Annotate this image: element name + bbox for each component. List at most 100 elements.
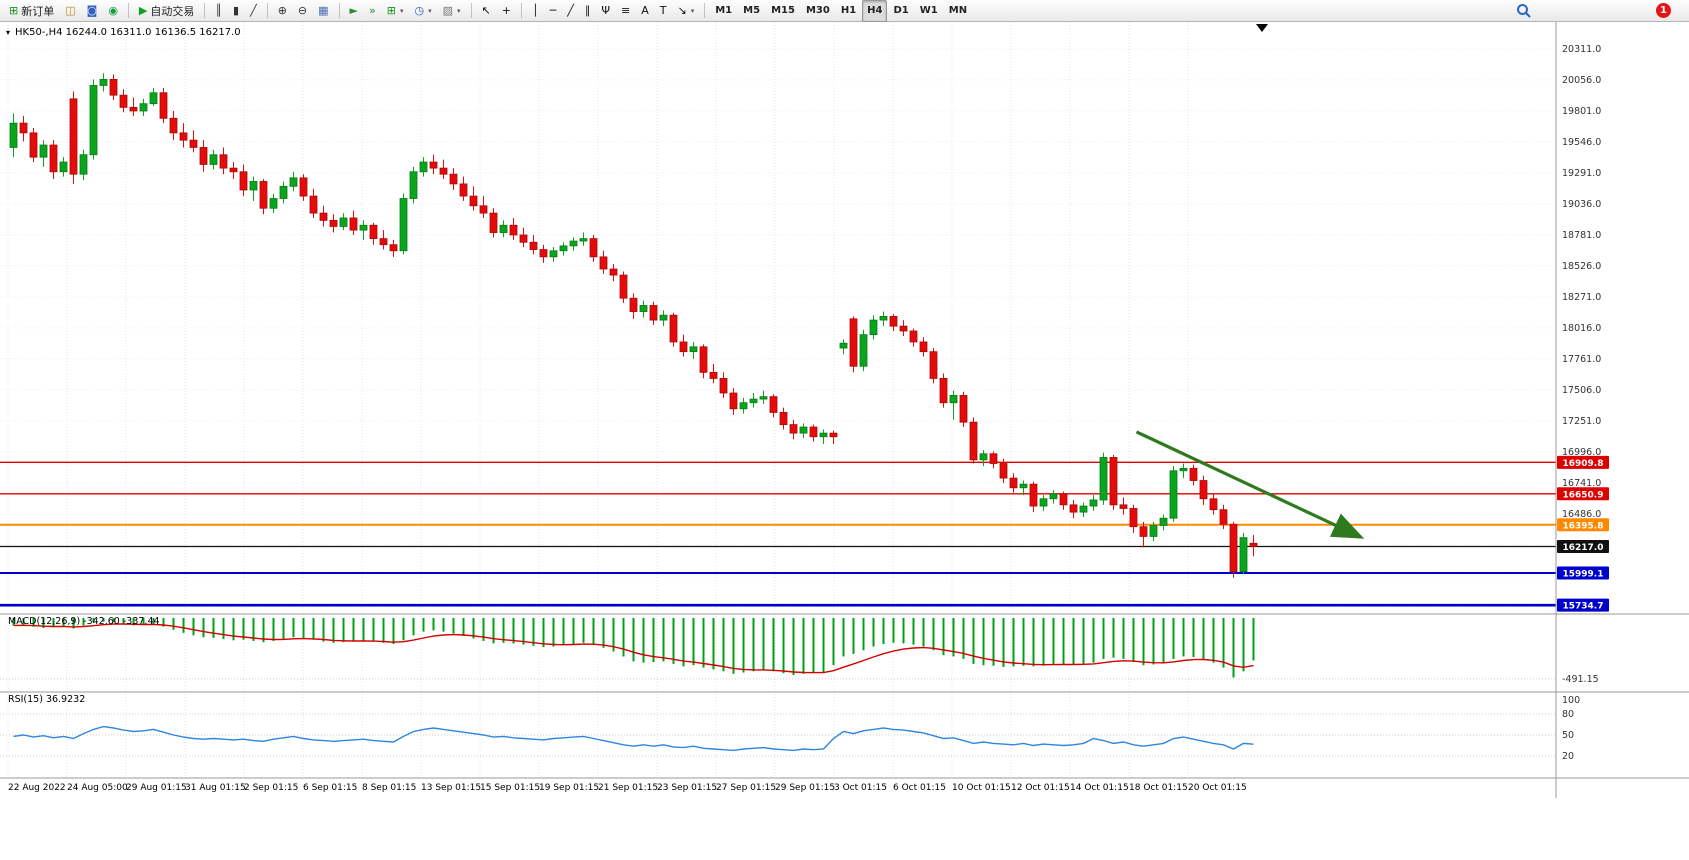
time-tick-label: 3 Oct 01:15 bbox=[834, 783, 887, 793]
price-tick-label: 17251.0 bbox=[1562, 416, 1601, 427]
macd-axis-label: -491.15 bbox=[1562, 674, 1599, 685]
price-tick-label: 19546.0 bbox=[1562, 137, 1601, 148]
price-axis[interactable]: 20311.0 20056.0 19801.0 19546.0 19291.0 19036… bbox=[1557, 44, 1609, 762]
line-chart-mode-icon: ╱ bbox=[250, 4, 257, 17]
cursor-icon: ↖ bbox=[481, 4, 491, 17]
time-tick-label: 29 Sep 01:15 bbox=[775, 783, 835, 793]
new-order-button[interactable]: ⊞ 新订单 bbox=[4, 0, 59, 22]
andrews-pitchfork-icon: Ψ bbox=[601, 4, 611, 17]
time-tick-label: 18 Oct 01:15 bbox=[1129, 783, 1188, 793]
timeframe-d1-label: D1 bbox=[893, 5, 909, 16]
macd-histogram bbox=[12, 618, 1255, 678]
zoom-in-icon[interactable]: ⊕ bbox=[273, 0, 292, 22]
time-tick-label: 31 Aug 01:15 bbox=[185, 783, 246, 793]
rsi-axis-label: 50 bbox=[1562, 730, 1574, 741]
community-icon: ◉ bbox=[108, 4, 118, 17]
text-icon[interactable]: A bbox=[636, 0, 654, 22]
macd-signal-line bbox=[13, 623, 1254, 674]
price-tick-label: 17761.0 bbox=[1562, 354, 1601, 365]
text-icon: A bbox=[641, 4, 649, 17]
timeframe-m1[interactable]: M1 bbox=[710, 0, 737, 22]
timeframe-m15[interactable]: M15 bbox=[766, 0, 800, 22]
toolbar-separator bbox=[704, 3, 706, 18]
new-chart-icon: ⊞ bbox=[386, 4, 396, 17]
auto-trading-button[interactable]: ▶ 自动交易 bbox=[134, 0, 199, 22]
timeframe-h4[interactable]: H4 bbox=[862, 0, 888, 22]
time-tick-label: 27 Sep 01:15 bbox=[716, 783, 776, 793]
dropdown-caret-icon: ▾ bbox=[399, 6, 404, 15]
profiles-icon: ◷ bbox=[414, 4, 425, 17]
price-badge-label: 16909.8 bbox=[1563, 459, 1604, 469]
crosshair-icon[interactable]: + bbox=[497, 0, 516, 22]
timeframe-m30-label: M30 bbox=[805, 5, 830, 16]
scroll-to-end-marker[interactable] bbox=[1256, 24, 1268, 32]
bar-chart-mode-icon[interactable]: ║ bbox=[210, 0, 227, 22]
templates-icon[interactable]: ▨ ▾ bbox=[438, 0, 466, 22]
chart-menu-icon[interactable]: ▾ bbox=[6, 28, 11, 37]
time-tick-label: 10 Oct 01:15 bbox=[952, 783, 1011, 793]
horizontal-line-icon[interactable]: ─ bbox=[545, 0, 562, 22]
zoom-out-icon[interactable]: ⊖ bbox=[293, 0, 312, 22]
profiles-icon[interactable]: ◷ ▾ bbox=[409, 0, 436, 22]
equidistant-channel-icon[interactable]: ∥ bbox=[580, 0, 596, 22]
chart-shift-icon: » bbox=[369, 4, 376, 17]
cursor-icon[interactable]: ↖ bbox=[477, 0, 496, 22]
timeframe-h1[interactable]: H1 bbox=[836, 0, 861, 22]
chart-window-icon: ◫ bbox=[65, 4, 76, 17]
trend-arrow[interactable] bbox=[1135, 430, 1365, 539]
new-chart-icon[interactable]: ⊞ ▾ bbox=[382, 0, 409, 22]
time-tick-label: 2 Sep 01:15 bbox=[244, 783, 298, 793]
timeframe-m5[interactable]: M5 bbox=[738, 0, 765, 22]
andrews-pitchfork-icon[interactable]: Ψ bbox=[596, 0, 615, 22]
notification-badge[interactable]: 1 bbox=[1656, 3, 1671, 18]
time-tick-label: 19 Sep 01:15 bbox=[539, 783, 599, 793]
chart-window-icon[interactable]: ◫ bbox=[60, 0, 80, 22]
tile-windows-icon: ▦ bbox=[318, 4, 329, 17]
line-chart-mode-icon[interactable]: ╱ bbox=[245, 0, 262, 22]
candlestick-mode-icon: ▮ bbox=[233, 4, 240, 17]
timeframe-m30[interactable]: M30 bbox=[801, 0, 835, 22]
candles-layer bbox=[9, 73, 1258, 578]
price-tick-label: 18781.0 bbox=[1562, 230, 1601, 241]
search-icon[interactable] bbox=[1516, 3, 1532, 19]
fibonacci-icon[interactable]: ≡ bbox=[616, 0, 635, 22]
horizontal-levels[interactable] bbox=[0, 461, 1556, 607]
tile-windows-icon[interactable]: ▦ bbox=[313, 0, 333, 22]
auto-trading-button-label: 自动交易 bbox=[150, 4, 195, 18]
auto-scroll-icon[interactable]: ► bbox=[345, 0, 363, 22]
price-badge-label: 15734.7 bbox=[1563, 602, 1604, 612]
dropdown-caret-icon: ▾ bbox=[690, 6, 695, 15]
macd-label: MACD(12,26,9) -342.60 -337.44 bbox=[8, 616, 160, 627]
text-label-icon[interactable]: T bbox=[655, 0, 672, 22]
timeframe-m15-label: M15 bbox=[771, 5, 795, 16]
time-tick-label: 6 Sep 01:15 bbox=[303, 783, 357, 793]
price-badge bbox=[1557, 487, 1609, 501]
toolbar-separator bbox=[470, 3, 472, 18]
time-tick-label: 13 Sep 01:15 bbox=[421, 783, 481, 793]
toolbar-separator bbox=[338, 3, 340, 18]
zoom-out-icon: ⊖ bbox=[297, 4, 308, 17]
toolbar-separator bbox=[520, 3, 522, 18]
vertical-line-icon[interactable]: │ bbox=[527, 0, 544, 22]
price-tick-label: 16486.0 bbox=[1562, 509, 1601, 520]
price-badge bbox=[1557, 455, 1609, 469]
chart-shift-icon[interactable]: » bbox=[364, 0, 381, 22]
timeframe-d1[interactable]: D1 bbox=[888, 0, 913, 22]
crosshair-icon: + bbox=[501, 4, 511, 17]
candlestick-mode-icon[interactable]: ▮ bbox=[228, 0, 244, 22]
arrows-icon[interactable]: ↘ ▾ bbox=[673, 0, 700, 22]
community-icon[interactable]: ◉ bbox=[103, 0, 123, 22]
depth-of-market-icon[interactable]: ◙ bbox=[82, 0, 103, 22]
timeframe-w1[interactable]: W1 bbox=[915, 0, 943, 22]
chart-title-text: HK50-,H4 16244.0 16311.0 16136.5 16217.0 bbox=[15, 27, 241, 38]
price-tick-label: 16996.0 bbox=[1562, 447, 1601, 458]
vertical-line-icon: │ bbox=[531, 4, 539, 17]
rsi-axis-label: 100 bbox=[1562, 695, 1580, 706]
trendline-icon[interactable]: ╱ bbox=[562, 0, 579, 22]
zoom-in-icon: ⊕ bbox=[277, 4, 287, 17]
price-tick-label: 20056.0 bbox=[1562, 75, 1601, 86]
timeframe-mn[interactable]: MN bbox=[944, 0, 972, 22]
